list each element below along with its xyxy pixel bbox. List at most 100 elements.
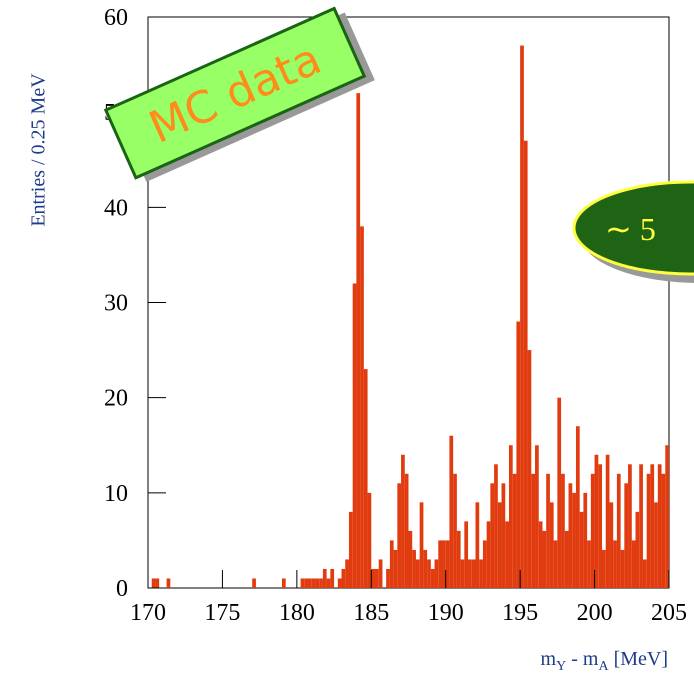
bar [535,445,539,588]
x-tick-label: 190 [428,600,464,626]
x-label-part: - m [566,648,599,670]
bar [479,559,483,588]
bar [252,578,256,588]
bar [639,464,643,588]
bar [539,521,543,588]
y-tick-label: 20 [104,386,128,412]
bar [379,559,383,588]
bar [323,569,327,588]
ellipse-text: ∼ 5 [605,211,656,247]
bar [356,93,360,588]
bar [487,521,491,588]
bar [167,578,171,588]
bar [475,502,479,588]
bar [598,464,602,588]
y-axis-label: Entries / 0.25 MeV [28,73,50,227]
bar [472,559,476,588]
bar [502,483,506,588]
bar [632,540,636,588]
bar [353,283,357,588]
bar [665,445,669,588]
x-tick-label: 185 [353,600,389,626]
x-tick-label: 205 [651,600,687,626]
bar [152,578,156,588]
bar [435,559,439,588]
bar [602,550,606,588]
bar [624,483,628,588]
bar [338,578,342,588]
bar [301,578,305,588]
bar [580,512,584,588]
bar [643,559,647,588]
bar [442,540,446,588]
bar [513,474,517,588]
bar [650,464,654,588]
bar [453,474,457,588]
bar [654,502,658,588]
bar [621,550,625,588]
bar [468,559,472,588]
bar [583,493,587,588]
x-label-part: m [541,648,557,670]
bar [412,550,416,588]
bar [516,322,520,588]
bar [312,578,316,588]
bar [431,569,435,588]
bar [569,483,573,588]
bar [561,474,565,588]
bar [427,559,431,588]
bar [342,569,346,588]
bar [528,350,532,588]
bar [375,569,379,588]
bar [327,578,331,588]
bar [438,540,442,588]
x-tick-label: 170 [130,600,166,626]
bar [613,540,617,588]
bar [461,559,465,588]
bar [282,578,286,588]
y-tick-label: 0 [116,576,128,602]
bar [524,141,528,588]
bar [647,474,651,588]
x-label-part: [MeV] [609,648,668,670]
y-tick-label: 30 [104,291,128,317]
bar [520,46,524,588]
bar [420,502,424,588]
bar [662,474,666,588]
y-tick-label: 10 [104,481,128,507]
bar [390,540,394,588]
bar [409,531,413,588]
x-tick-label: 195 [502,600,538,626]
bar [449,436,453,588]
bar [636,512,640,588]
bar [364,369,368,588]
bar [591,474,595,588]
bar [617,474,621,588]
bar [572,493,576,588]
bar [319,578,323,588]
bar [349,512,353,588]
bar [531,474,535,588]
bar [587,540,591,588]
x-tick-label: 180 [279,600,315,626]
bar [304,578,308,588]
bar [554,540,558,588]
bar [345,559,349,588]
bar [371,569,375,588]
bar [628,464,632,588]
bar [557,398,561,588]
bar [609,502,613,588]
bar [464,521,468,588]
bar [494,464,498,588]
x-tick-label: 200 [577,600,613,626]
bar [509,445,513,588]
bar [416,559,420,588]
bar [658,464,662,588]
bar [483,540,487,588]
bar [595,455,599,588]
x-tick-label: 175 [204,600,240,626]
bar [315,578,319,588]
y-tick-label: 40 [104,195,128,221]
x-label-part: Y [556,659,566,674]
y-tick-label: 60 [104,5,128,31]
